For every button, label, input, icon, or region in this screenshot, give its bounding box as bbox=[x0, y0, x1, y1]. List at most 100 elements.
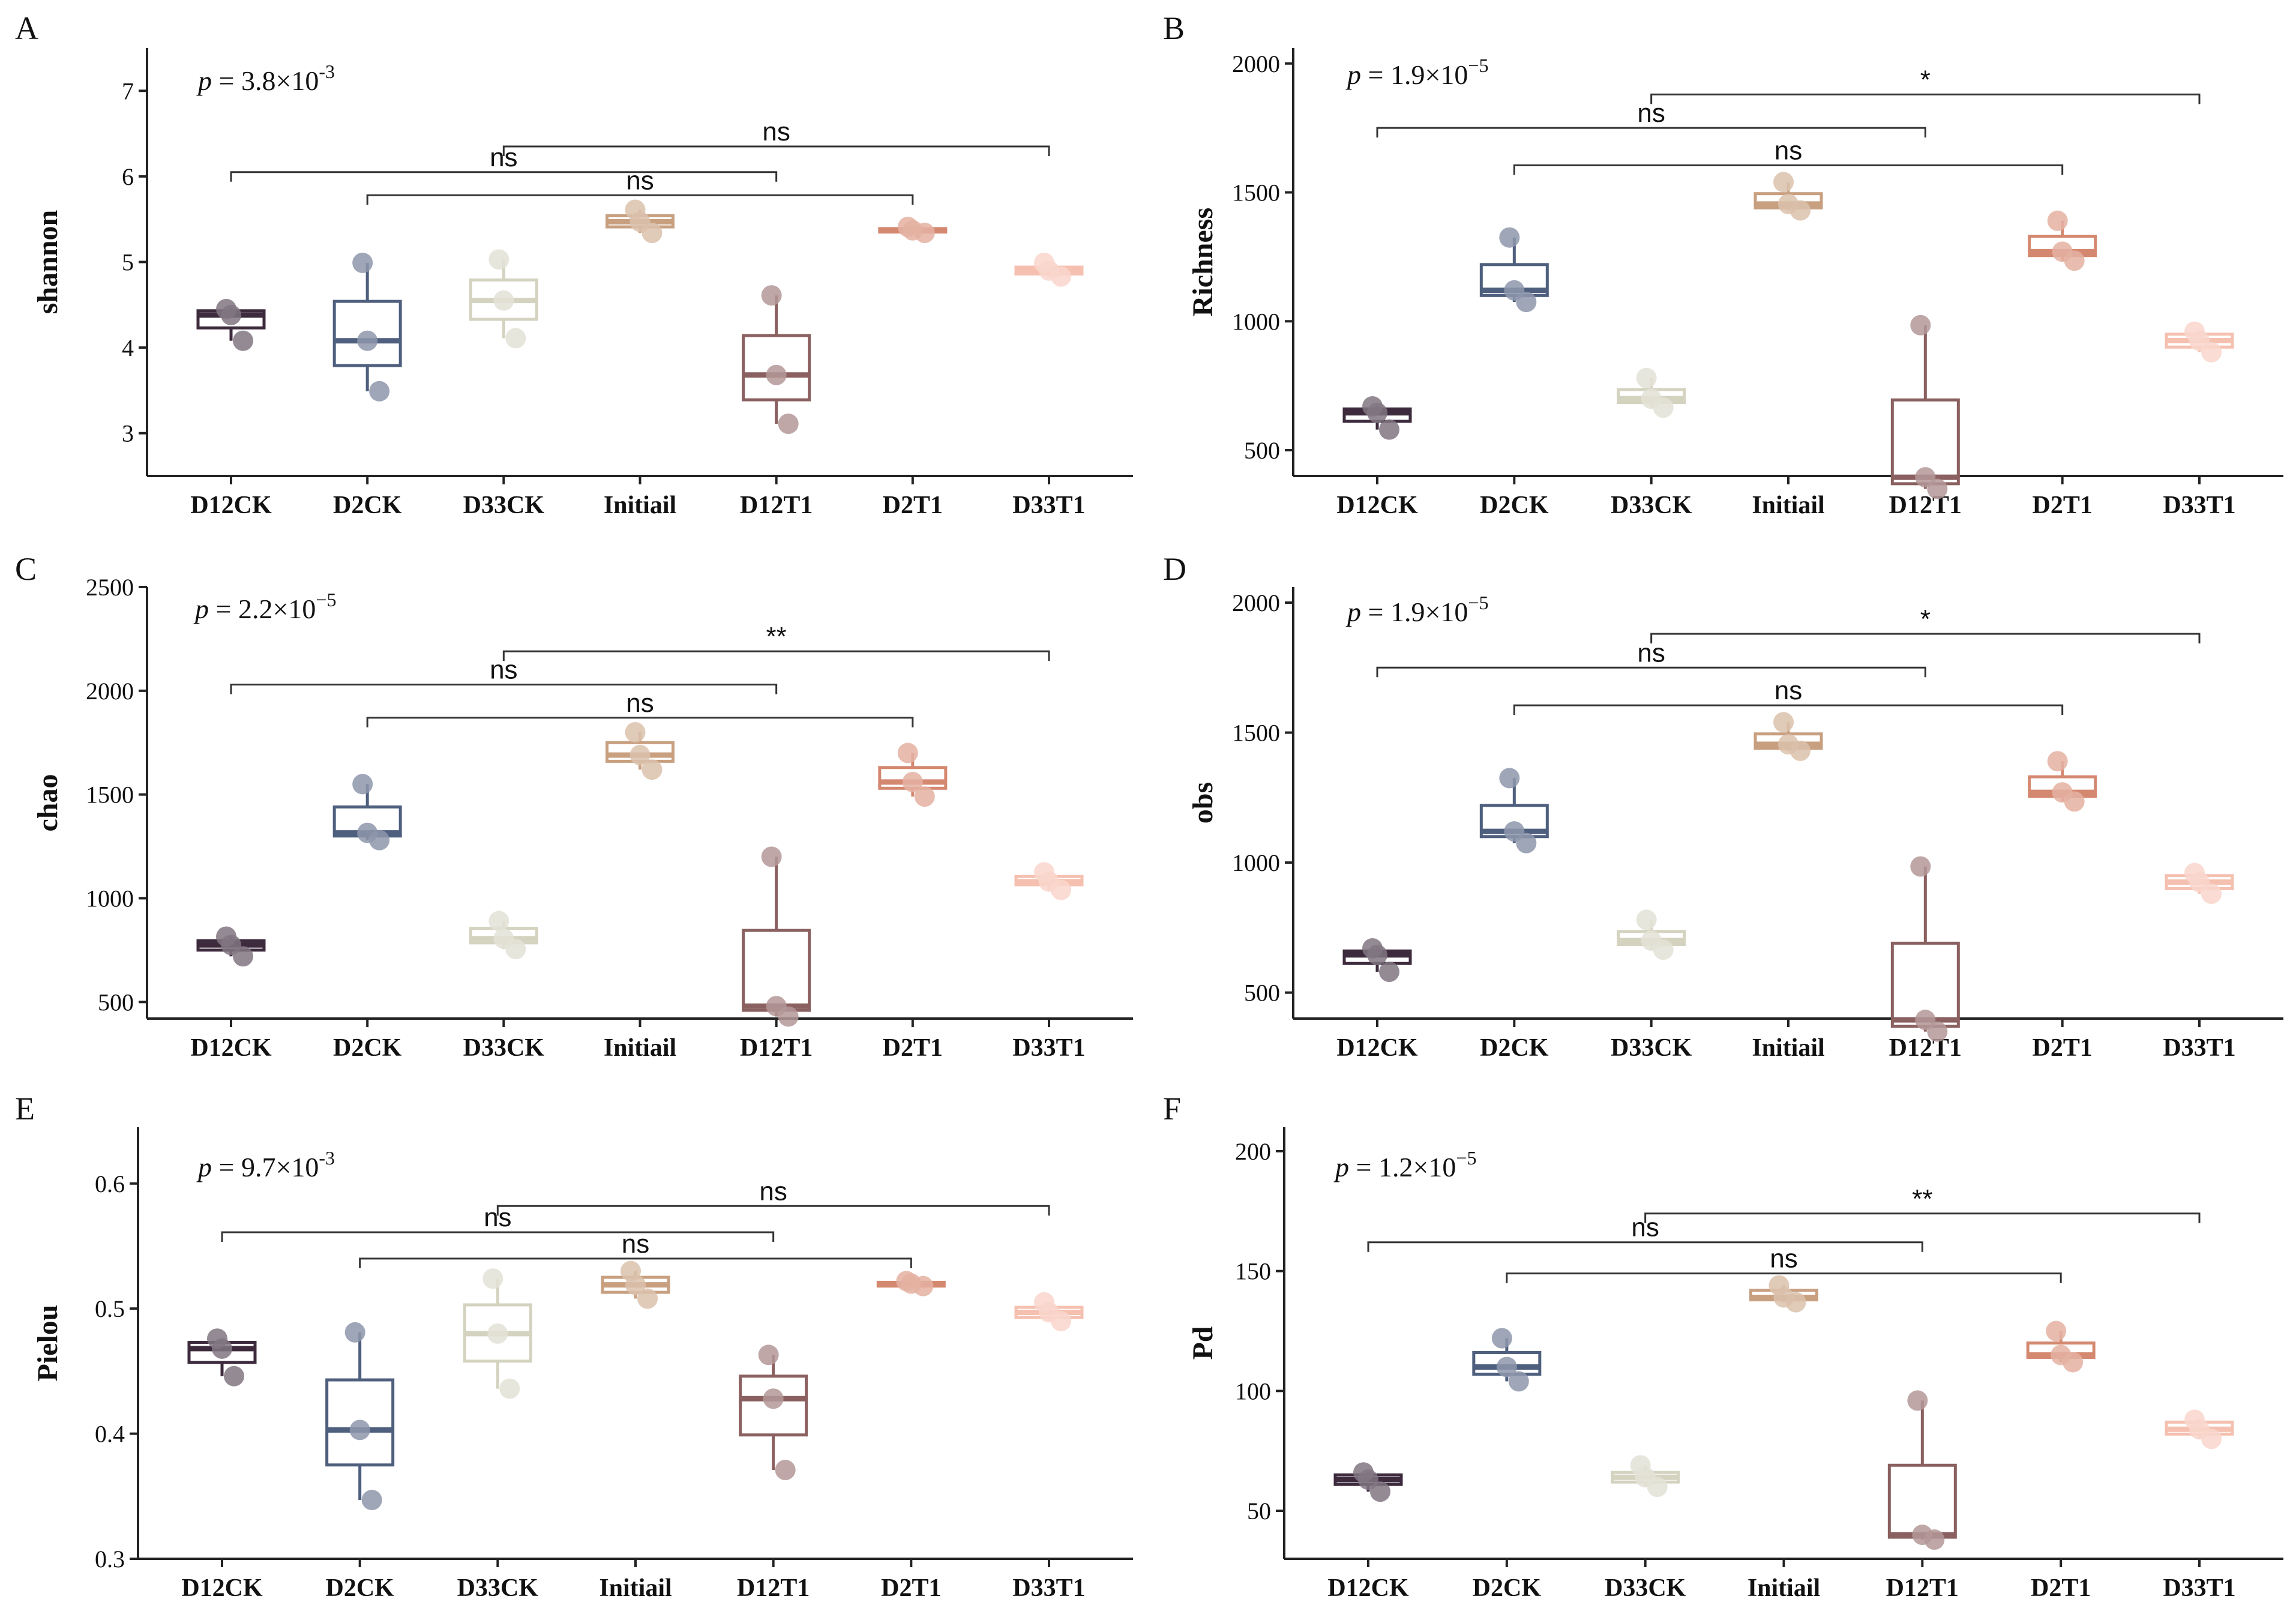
data-point bbox=[361, 1490, 382, 1511]
box-d33ck bbox=[1617, 909, 1686, 960]
panel-f: F 50 100 150 200 Pd D12CK D2CK D33CK Initiail D12T… bbox=[1163, 1091, 2283, 1602]
x-tick-label: D33CK bbox=[457, 1574, 539, 1602]
data-point bbox=[1773, 1287, 1794, 1308]
sig-bracket: ns bbox=[1513, 676, 2064, 715]
sig-bracket-line bbox=[366, 194, 914, 205]
y-tick-label: 150 bbox=[1235, 1258, 1271, 1285]
p-exponent: -3 bbox=[319, 61, 335, 82]
box-d2ck bbox=[325, 1322, 395, 1511]
x-tick-label: D33CK bbox=[463, 492, 545, 519]
data-point bbox=[224, 1366, 244, 1387]
x-tick-label: D2T1 bbox=[2032, 492, 2092, 519]
box-d33t1 bbox=[2165, 863, 2234, 905]
y-tick-label: 2500 bbox=[86, 574, 134, 601]
sig-bracket: * bbox=[1650, 65, 2201, 104]
p-value: p = 3.8×10-3 bbox=[196, 61, 335, 96]
y-tick-label: 50 bbox=[1247, 1498, 1271, 1525]
box-d12t1 bbox=[742, 846, 811, 1027]
x-tick-label: Initiail bbox=[1752, 1034, 1824, 1062]
p-exponent: -3 bbox=[319, 1147, 335, 1169]
y-axis-title: chao bbox=[32, 774, 64, 832]
data-point bbox=[493, 290, 514, 311]
sig-bracket: ns bbox=[502, 117, 1050, 156]
data-point bbox=[1499, 768, 1520, 789]
data-point bbox=[352, 252, 373, 273]
x-tick-label: D33T1 bbox=[1012, 1034, 1085, 1062]
x-tick-label: Initiail bbox=[599, 1574, 672, 1602]
y-tick-label: 200 bbox=[1235, 1138, 1271, 1165]
data-point bbox=[1915, 467, 1936, 488]
data-point bbox=[233, 330, 253, 351]
sig-bracket-line bbox=[359, 1257, 912, 1268]
p-mantissa: = 3.8×10 bbox=[212, 65, 319, 96]
box-d12ck bbox=[196, 298, 266, 351]
data-point bbox=[1912, 1525, 1933, 1546]
data-point bbox=[1773, 172, 1794, 193]
data-point bbox=[1504, 280, 1525, 301]
sig-bracket-line bbox=[1506, 1272, 2062, 1283]
data-point bbox=[369, 381, 390, 402]
p-exponent: −5 bbox=[1456, 1147, 1476, 1169]
box-d33t1 bbox=[1014, 1292, 1084, 1332]
data-point bbox=[499, 1378, 520, 1399]
sig-bracket: ** bbox=[1644, 1184, 2201, 1223]
data-point bbox=[212, 1338, 232, 1359]
x-tick-label: D12T1 bbox=[737, 1574, 810, 1602]
x-tick-label: D33T1 bbox=[2163, 492, 2235, 519]
y-tick-label: 0.5 bbox=[95, 1295, 125, 1322]
data-point bbox=[1358, 1469, 1378, 1490]
y-tick-label: 500 bbox=[98, 989, 134, 1016]
box-d2ck bbox=[332, 252, 402, 402]
box-d12t1 bbox=[1890, 856, 1960, 1042]
x-tick-label: D12CK bbox=[1327, 1574, 1409, 1602]
box-d2t1 bbox=[2026, 1320, 2096, 1373]
p-exponent: −5 bbox=[1468, 55, 1488, 76]
box-d2ck bbox=[332, 774, 402, 851]
sig-bracket-line bbox=[366, 717, 914, 727]
data-point bbox=[625, 721, 646, 742]
y-tick-label: 1500 bbox=[86, 781, 134, 809]
sig-bracket-line bbox=[1376, 127, 1926, 138]
data-point bbox=[630, 744, 651, 765]
p-value: p = 1.9×10−5 bbox=[1345, 55, 1488, 90]
y-tick-label: 2000 bbox=[1232, 589, 1280, 616]
box-d2t1 bbox=[876, 1271, 946, 1296]
data-point bbox=[482, 1268, 503, 1289]
data-point bbox=[1636, 367, 1657, 388]
y-tick-label: 500 bbox=[1244, 980, 1280, 1007]
box-d33t1 bbox=[1014, 252, 1084, 287]
sig-bracket-line bbox=[1650, 633, 2201, 643]
sig-bracket-line bbox=[1376, 666, 1926, 678]
x-tick-label: D33CK bbox=[463, 1034, 545, 1062]
x-tick-label: D2T1 bbox=[2031, 1574, 2091, 1602]
box-d33t1 bbox=[2165, 1409, 2234, 1450]
data-point bbox=[637, 1288, 658, 1309]
box-d33ck bbox=[469, 249, 538, 349]
data-point bbox=[2189, 1419, 2210, 1440]
data-point bbox=[766, 364, 787, 385]
x-tick-label: D2T1 bbox=[883, 1034, 943, 1062]
panel-e: E 0.3 0.4 0.5 0.6 Pielou D12CK D2CK D33CK Initiai… bbox=[15, 1091, 1133, 1602]
data-point bbox=[2189, 330, 2210, 351]
y-tick-label: 1500 bbox=[1232, 720, 1280, 747]
data-point bbox=[349, 1420, 370, 1441]
p-value: p = 9.7×10-3 bbox=[196, 1147, 335, 1182]
data-point bbox=[2047, 210, 2068, 231]
x-tick-label: D2T1 bbox=[883, 492, 943, 519]
data-point bbox=[493, 928, 514, 949]
p-symbol: p bbox=[196, 65, 212, 96]
data-point bbox=[1496, 1357, 1517, 1378]
panel-a: A 3 4 5 6 7 shannon D12CK D2CK D33CK Initiail D12T1… bbox=[15, 10, 1133, 519]
sig-bracket-line bbox=[1367, 1241, 1923, 1252]
sig-bracket: ns bbox=[230, 655, 778, 694]
data-point bbox=[763, 1388, 784, 1409]
x-tick-label: D2T1 bbox=[881, 1574, 941, 1602]
y-tick-label: 5 bbox=[122, 249, 134, 276]
data-point bbox=[488, 249, 509, 270]
x-tick-label: Initiail bbox=[604, 492, 676, 519]
data-point bbox=[2046, 1320, 2067, 1341]
x-tick-label: D12T1 bbox=[1889, 1034, 1962, 1062]
p-value: p = 2.2×10−5 bbox=[193, 589, 336, 624]
sig-bracket-line bbox=[1650, 93, 2201, 104]
sig-label: ns bbox=[759, 1176, 787, 1206]
